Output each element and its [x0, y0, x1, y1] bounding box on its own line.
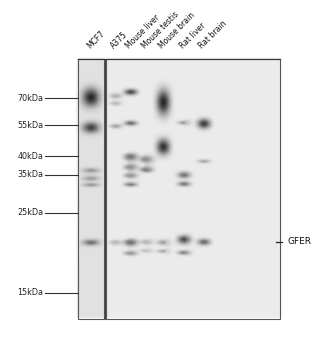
Text: Mouse liver: Mouse liver	[124, 13, 162, 50]
Text: GFER: GFER	[287, 237, 311, 246]
Text: 70kDa: 70kDa	[17, 93, 43, 103]
Bar	[106, 59, 280, 318]
Text: Rat liver: Rat liver	[178, 21, 207, 50]
Text: A375: A375	[109, 30, 129, 50]
Text: 15kDa: 15kDa	[17, 288, 43, 298]
Text: Mouse testis: Mouse testis	[140, 10, 180, 50]
Text: Mouse brain: Mouse brain	[157, 10, 197, 50]
Text: MCF7: MCF7	[85, 29, 106, 50]
Text: 40kDa: 40kDa	[17, 152, 43, 161]
Bar	[78, 59, 104, 318]
Text: Rat brain: Rat brain	[197, 19, 229, 50]
Text: 35kDa: 35kDa	[17, 170, 43, 180]
Text: 55kDa: 55kDa	[17, 121, 43, 130]
Text: 25kDa: 25kDa	[17, 208, 43, 217]
